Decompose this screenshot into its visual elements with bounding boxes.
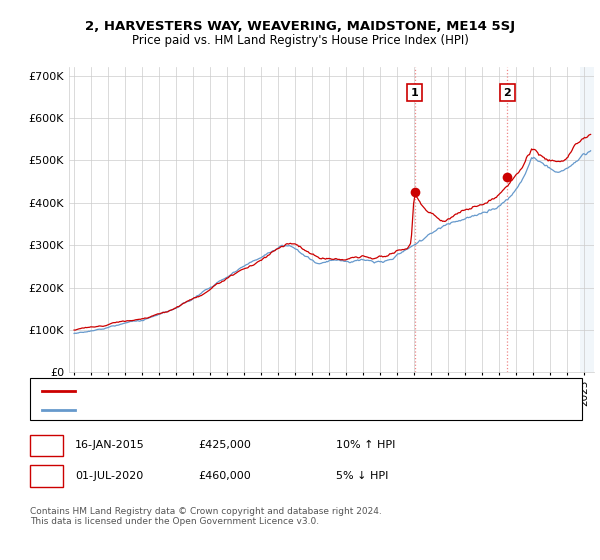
- Text: £425,000: £425,000: [198, 440, 251, 450]
- Text: 2, HARVESTERS WAY, WEAVERING, MAIDSTONE, ME14 5SJ (detached house): 2, HARVESTERS WAY, WEAVERING, MAIDSTONE,…: [81, 386, 453, 396]
- Text: 16-JAN-2015: 16-JAN-2015: [75, 440, 145, 450]
- Text: £460,000: £460,000: [198, 471, 251, 481]
- Bar: [580, 67, 594, 372]
- Text: 10% ↑ HPI: 10% ↑ HPI: [336, 440, 395, 450]
- Text: 2: 2: [43, 471, 50, 481]
- Text: Contains HM Land Registry data © Crown copyright and database right 2024.
This d: Contains HM Land Registry data © Crown c…: [30, 507, 382, 526]
- Text: 2, HARVESTERS WAY, WEAVERING, MAIDSTONE, ME14 5SJ: 2, HARVESTERS WAY, WEAVERING, MAIDSTONE,…: [85, 20, 515, 32]
- Text: HPI: Average price, detached house, Maidstone: HPI: Average price, detached house, Maid…: [81, 405, 313, 415]
- Text: Price paid vs. HM Land Registry's House Price Index (HPI): Price paid vs. HM Land Registry's House …: [131, 34, 469, 46]
- Text: 1: 1: [411, 87, 418, 97]
- Text: 5% ↓ HPI: 5% ↓ HPI: [336, 471, 388, 481]
- Text: 1: 1: [43, 440, 50, 450]
- Text: 01-JUL-2020: 01-JUL-2020: [75, 471, 143, 481]
- Text: 2: 2: [503, 87, 511, 97]
